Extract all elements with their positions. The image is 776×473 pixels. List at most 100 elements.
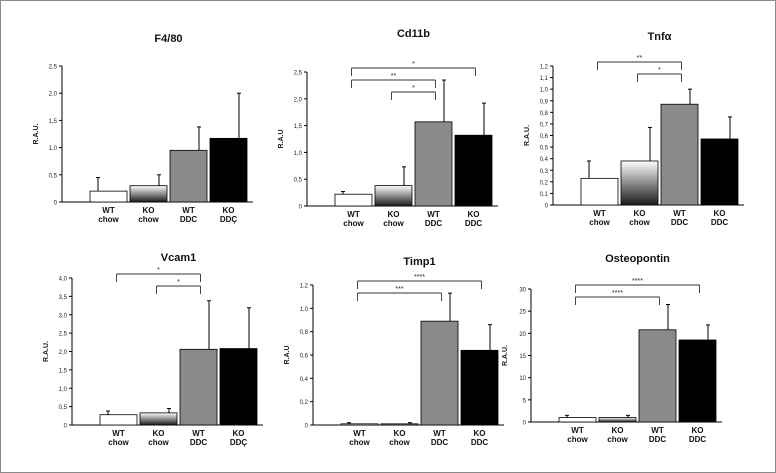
x-tick-label: chow xyxy=(607,435,628,444)
x-tick-label: KO xyxy=(223,206,235,215)
x-tick-label: KO xyxy=(143,206,155,215)
bar-1 xyxy=(380,423,419,426)
significance-label: **** xyxy=(632,278,643,285)
y-tick-label: 0,8 xyxy=(540,111,549,117)
y-tick-label: 0,3 xyxy=(540,169,549,175)
bar-2 xyxy=(414,121,453,207)
x-tick-label: WT xyxy=(651,426,664,435)
x-tick-label: KO xyxy=(468,210,480,219)
x-tick-label: KO xyxy=(714,209,726,218)
y-tick-label: 0,5 xyxy=(294,178,303,184)
bar-1 xyxy=(598,417,637,423)
y-tick-label: 0,2 xyxy=(300,400,309,406)
bar-0 xyxy=(334,193,373,207)
x-tick-label: KO xyxy=(692,426,704,435)
x-tick-label: chow xyxy=(567,435,588,444)
x-tick-label: DDC xyxy=(671,218,689,227)
y-tick-label: 1,5 xyxy=(59,368,68,374)
bar-1 xyxy=(374,185,413,207)
y-tick-label: 0 xyxy=(545,204,549,210)
y-axis-title: R.A.U xyxy=(278,129,285,148)
significance-label: * xyxy=(157,267,160,274)
significance-label: **** xyxy=(612,290,623,297)
bar-3 xyxy=(209,137,248,203)
y-tick-label: 0,9 xyxy=(540,99,549,105)
y-tick-label: 4,0 xyxy=(59,277,68,283)
x-tick-label: KO xyxy=(233,429,245,438)
x-tick-label: DDC xyxy=(180,215,198,224)
y-tick-label: 5 xyxy=(523,398,527,404)
x-tick-label: WT xyxy=(192,429,205,438)
x-tick-label: chow xyxy=(108,438,129,447)
x-tick-label: WT xyxy=(112,429,125,438)
y-tick-label: 0,5 xyxy=(59,405,68,411)
chart-panel-5: Osteopontin051015202530R.A.U.WTchowKOcho… xyxy=(502,253,722,444)
y-tick-label: 2,0 xyxy=(294,97,303,103)
x-tick-label: chow xyxy=(343,219,364,228)
y-tick-label: 0 xyxy=(64,424,68,430)
chart-title: Vcam1 xyxy=(161,252,196,264)
bar-0 xyxy=(99,414,138,426)
y-tick-label: 2,5 xyxy=(59,332,68,338)
chart-title: Timp1 xyxy=(403,256,435,268)
x-tick-label: chow xyxy=(148,438,169,447)
x-tick-label: chow xyxy=(383,219,404,228)
x-tick-label: DDÇ xyxy=(220,215,238,224)
x-tick-label: KO xyxy=(474,429,486,438)
y-tick-label: 3,5 xyxy=(59,295,68,301)
x-tick-label: WT xyxy=(433,429,446,438)
x-tick-label: WT xyxy=(571,426,584,435)
x-tick-label: WT xyxy=(182,206,195,215)
y-tick-label: 0,7 xyxy=(540,122,549,128)
x-tick-label: KO xyxy=(388,210,400,219)
y-tick-label: 20 xyxy=(519,332,526,338)
y-tick-label: 0,1 xyxy=(540,192,549,198)
y-tick-label: 1,0 xyxy=(294,151,303,157)
bar-2 xyxy=(638,329,677,423)
x-tick-label: KO xyxy=(153,429,165,438)
x-tick-label: DDÇ xyxy=(230,438,248,447)
y-axis-title: R.A.U. xyxy=(524,125,531,146)
x-tick-label: chow xyxy=(389,438,410,447)
significance-label: * xyxy=(412,85,415,92)
x-tick-label: chow xyxy=(98,215,119,224)
x-tick-label: DDC xyxy=(425,219,443,228)
y-tick-label: 0 xyxy=(299,205,303,211)
y-tick-label: 1,2 xyxy=(300,284,309,290)
y-tick-label: 0,6 xyxy=(300,354,309,360)
x-tick-label: DDC xyxy=(649,435,667,444)
y-axis-title: R.A.U. xyxy=(502,345,509,366)
x-tick-label: DDC xyxy=(689,435,707,444)
chart-title: Tnfα xyxy=(648,31,672,43)
chart-panel-1: Cd11b00,51,01,52,02,5R.A.UWTchowKOchowWT… xyxy=(278,28,498,228)
x-tick-label: WT xyxy=(593,209,606,218)
y-tick-label: 1,1 xyxy=(540,76,549,82)
x-tick-label: DDC xyxy=(471,438,489,447)
y-tick-label: 25 xyxy=(519,310,526,316)
y-tick-label: 0,5 xyxy=(540,146,549,152)
chart-panel-2: Tnfα 0 0,1 0,2 0,3 0,4 0,5 0,6 0,7 0,8 0,9 1,0 1,1 1,… xyxy=(524,31,744,227)
chart-title: F4/80 xyxy=(154,33,182,45)
y-tick-label: 15 xyxy=(519,354,526,360)
bar-0 xyxy=(580,177,619,206)
chart-title: Osteopontin xyxy=(605,253,670,265)
y-tick-label: 2,5 xyxy=(49,65,58,71)
significance-label: * xyxy=(412,61,415,68)
y-axis-title: R.A.U. xyxy=(43,341,50,362)
significance-label: *** xyxy=(395,286,403,293)
y-tick-label: 1,0 xyxy=(49,146,58,152)
x-tick-label: chow xyxy=(629,218,650,227)
bar-3 xyxy=(460,349,499,426)
chart-panel-0: F4/8000,51,01,52,02,5R.A.U.WTchowKOchowW… xyxy=(33,33,253,224)
bar-0 xyxy=(89,190,128,203)
significance-label: ** xyxy=(637,55,643,62)
x-tick-label: DDC xyxy=(431,438,449,447)
x-tick-label: chow xyxy=(138,215,159,224)
x-tick-label: chow xyxy=(349,438,370,447)
x-tick-label: KO xyxy=(634,209,646,218)
y-tick-label: 0,4 xyxy=(300,377,309,383)
x-tick-label: WT xyxy=(427,210,440,219)
bar-0 xyxy=(558,417,597,423)
bar-3 xyxy=(678,339,717,423)
y-tick-label: 0 xyxy=(523,421,527,427)
